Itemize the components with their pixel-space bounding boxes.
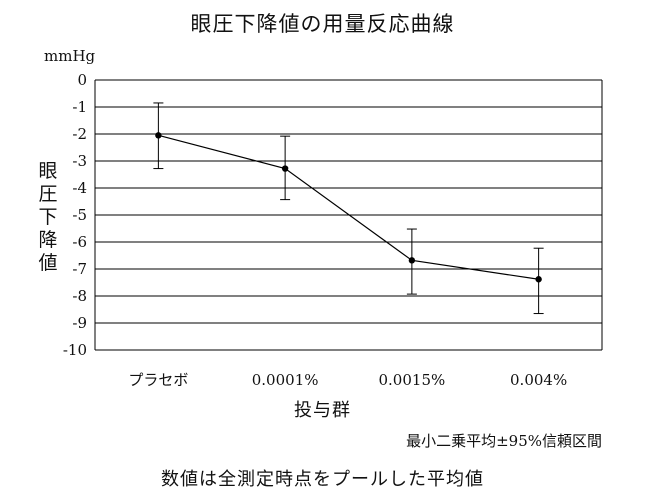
x-tick-label: 0.0015% bbox=[379, 371, 446, 389]
confidence-interval-note: 最小二乗平均±95%信頼区間 bbox=[406, 432, 602, 450]
y-tick-label: -3 bbox=[72, 152, 87, 170]
x-tick-label: 0.0001% bbox=[252, 371, 319, 389]
y-tick-label: -7 bbox=[72, 260, 87, 278]
y-tick-label: -1 bbox=[72, 98, 87, 116]
data-point bbox=[408, 257, 416, 264]
y-tick-label: -6 bbox=[72, 233, 87, 251]
y-tick-label: -10 bbox=[63, 341, 87, 359]
x-tick-label: プラセボ bbox=[128, 371, 188, 389]
y-unit-label: mmHg bbox=[44, 47, 96, 65]
y-axis-label: 眼圧下降値 bbox=[38, 160, 58, 274]
series-line bbox=[158, 134, 539, 280]
data-point bbox=[155, 132, 162, 139]
chart-title: 眼圧下降値の用量反応曲線 bbox=[190, 12, 455, 36]
y-tick-label: -4 bbox=[72, 179, 87, 197]
y-tick-label: -2 bbox=[72, 125, 87, 143]
data-point bbox=[281, 165, 289, 172]
y-tick-label: 0 bbox=[77, 71, 87, 89]
y-tick-label: -5 bbox=[72, 206, 87, 224]
y-tick-label: -8 bbox=[72, 287, 87, 305]
data-point bbox=[535, 276, 542, 283]
footnote: 数値は全測定時点をプールした平均値 bbox=[161, 469, 484, 490]
y-tick-label: -9 bbox=[72, 314, 87, 332]
x-axis-label: 投与群 bbox=[294, 400, 351, 421]
x-tick-label: 0.004% bbox=[510, 371, 567, 389]
